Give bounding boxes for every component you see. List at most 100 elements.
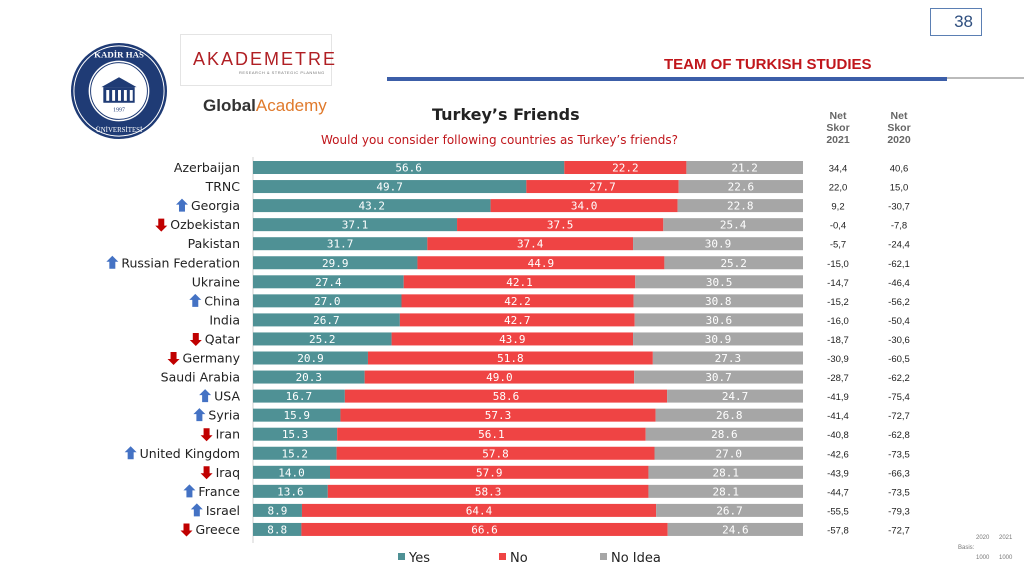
- category-label: United Kingdom: [140, 446, 240, 461]
- basis-label: Basis:: [958, 545, 975, 551]
- data-label: 57.8: [482, 447, 509, 460]
- net-score-2021-value: -5,7: [830, 240, 846, 251]
- net-score-2021-value: -40,8: [827, 430, 849, 441]
- arrow-up-icon: [189, 293, 202, 307]
- data-label: 31.7: [327, 238, 354, 251]
- bar-segment: [253, 522, 302, 536]
- category-label: TRNC: [205, 179, 241, 194]
- data-label: 34.0: [571, 200, 598, 213]
- bar-segment: [634, 370, 803, 384]
- category-label: Israel: [206, 503, 240, 518]
- data-label: 30.9: [705, 333, 732, 346]
- net-score-2021-header-line3: 2021: [826, 134, 850, 146]
- bar-segment: [253, 256, 418, 270]
- bar-segment: [633, 237, 803, 251]
- net-score-2020-value: -62,8: [888, 430, 910, 441]
- arrow-up-icon: [124, 446, 137, 460]
- data-label: 28.6: [711, 428, 738, 441]
- net-score-2021-value: 22,0: [829, 183, 848, 194]
- net-score-2020-value: -73,5: [888, 449, 910, 460]
- legend-swatch: [499, 553, 506, 560]
- net-score-2020-value: -62,2: [888, 373, 910, 384]
- net-score-2020-value: -73,5: [888, 487, 910, 498]
- data-label: 30.7: [705, 371, 732, 384]
- data-label: 30.5: [706, 276, 733, 289]
- svg-text:1997: 1997: [113, 108, 125, 114]
- data-label: 25.2: [720, 257, 747, 270]
- net-score-2021-value: -44,7: [827, 487, 849, 498]
- header-rule: [387, 77, 947, 81]
- akademetre-logo-text: AKADEMETRE: [193, 49, 338, 69]
- net-score-2020-header-line3: 2020: [887, 134, 911, 146]
- arrow-up-icon: [175, 198, 188, 212]
- data-label: 25.4: [720, 219, 747, 232]
- data-label: 66.6: [471, 523, 498, 536]
- bar-segment: [417, 256, 665, 270]
- net-score-2020-value: -24,4: [888, 240, 910, 251]
- data-label: 51.8: [497, 352, 524, 365]
- net-score-2020-value: -30,6: [888, 335, 910, 346]
- data-label: 25.2: [309, 333, 336, 346]
- legend-label: Yes: [408, 551, 430, 566]
- data-label: 29.9: [322, 257, 349, 270]
- data-label: 42.7: [504, 314, 531, 327]
- net-score-2021-value: -18,7: [827, 335, 849, 346]
- bar-segment: [337, 427, 646, 441]
- data-label: 27.4: [315, 276, 342, 289]
- bar-segment: [399, 313, 635, 327]
- net-score-2021-value: -16,0: [827, 316, 849, 327]
- team-title: TEAM OF TURKISH STUDIES: [664, 56, 872, 73]
- net-score-2021-header-line2: Skor: [826, 122, 850, 134]
- bar-segment: [253, 503, 302, 517]
- data-label: 58.6: [493, 390, 520, 403]
- bar-segment: [327, 484, 649, 498]
- bar-segment: [645, 427, 803, 441]
- bar-segment: [635, 275, 803, 289]
- net-score-2021-value: -57,8: [827, 525, 849, 536]
- data-label: 42.2: [504, 295, 531, 308]
- bar-segment: [652, 351, 803, 365]
- legend-label: No Idea: [611, 551, 661, 566]
- arrow-up-icon: [106, 255, 119, 269]
- category-label: Syria: [208, 408, 240, 423]
- bar-segment: [403, 275, 636, 289]
- net-score-2021-value: -30,9: [827, 354, 849, 365]
- legend-swatch: [600, 553, 607, 560]
- category-label: China: [204, 293, 240, 308]
- data-label: 24.6: [722, 523, 749, 536]
- basis-year-2021: 2021: [999, 535, 1013, 541]
- data-label: 16.7: [286, 390, 313, 403]
- data-label: 21.2: [731, 162, 758, 175]
- data-label: 37.5: [547, 219, 574, 232]
- bar-segment: [667, 389, 803, 403]
- data-label: 22.6: [728, 181, 755, 194]
- arrow-down-icon: [167, 352, 180, 365]
- bar-segment: [253, 218, 458, 232]
- data-label: 30.6: [706, 314, 733, 327]
- net-score-2021-value: 34,4: [829, 164, 848, 175]
- arrow-down-icon: [200, 466, 213, 480]
- data-label: 27.3: [715, 352, 742, 365]
- arrow-down-icon: [189, 332, 202, 346]
- data-label: 20.9: [297, 352, 324, 365]
- bar-segment: [253, 370, 365, 384]
- svg-text:ÜNİVERSİTESİ: ÜNİVERSİTESİ: [96, 127, 143, 134]
- net-score-2021-value: -15,2: [827, 297, 849, 308]
- bar-segment: [364, 370, 635, 384]
- category-label: Ozbekistan: [170, 217, 240, 232]
- data-label: 43.2: [359, 200, 386, 213]
- chart-subtitle: Would you consider following countries a…: [321, 133, 679, 147]
- net-score-2020-value: -30,7: [888, 202, 910, 213]
- net-score-2020-value: -79,3: [888, 506, 910, 517]
- bar-segment: [678, 180, 803, 194]
- page-number-box: 38: [930, 8, 982, 36]
- category-label: Qatar: [205, 331, 241, 346]
- category-label: Georgia: [191, 198, 240, 213]
- bar-segment: [401, 294, 634, 308]
- arrow-up-icon: [183, 484, 196, 498]
- bar-segment: [667, 522, 803, 536]
- data-label: 26.8: [716, 409, 743, 422]
- arrow-up-icon: [193, 408, 206, 422]
- net-score-2020-value: -56,2: [888, 297, 910, 308]
- data-label: 30.8: [705, 295, 732, 308]
